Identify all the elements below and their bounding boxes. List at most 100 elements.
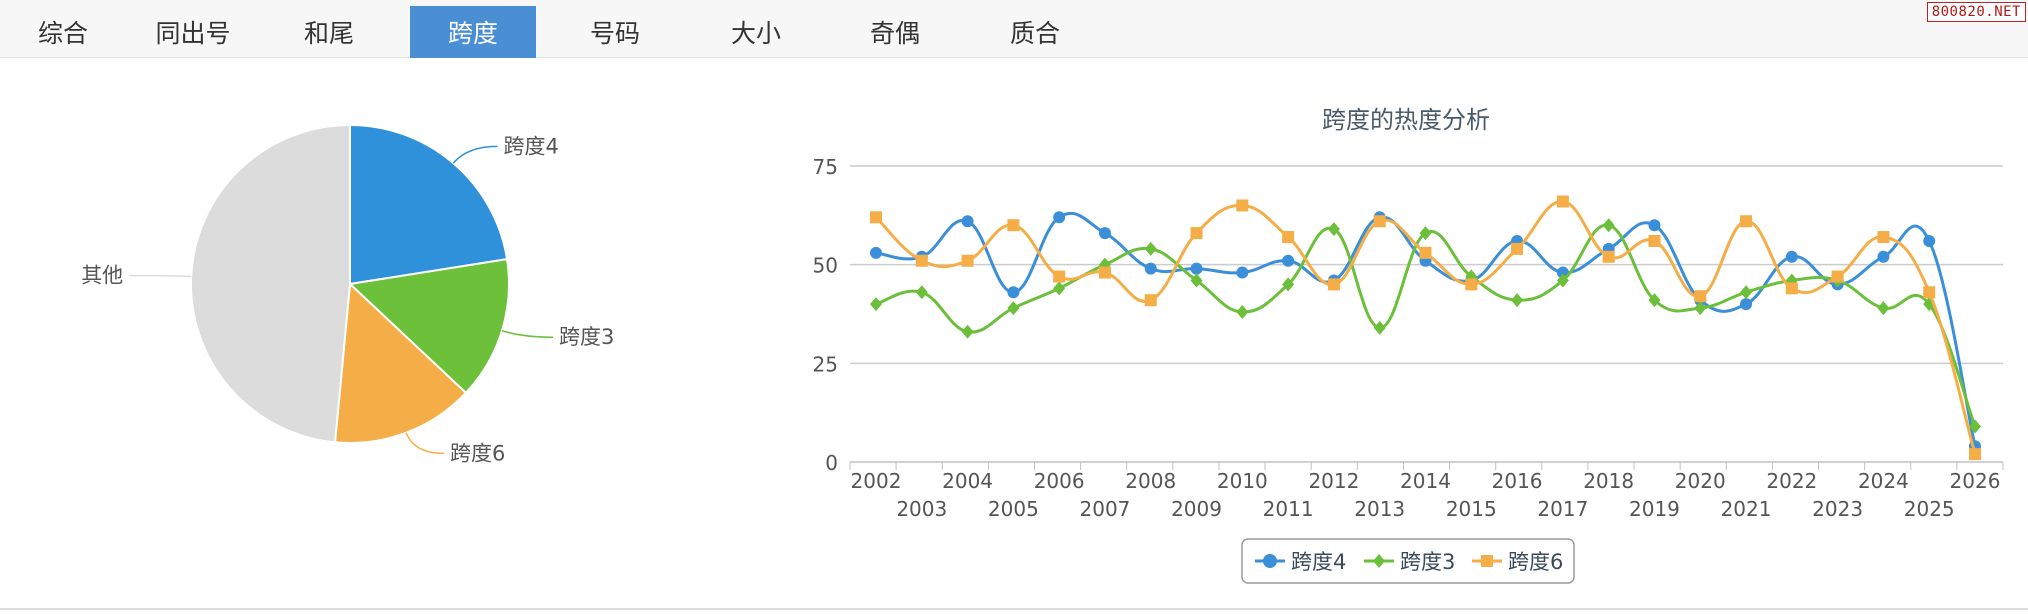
point-s1-15 xyxy=(1556,273,1569,288)
x-tick-label-4: 2006 xyxy=(1034,469,1085,493)
y-tick-label-0: 0 xyxy=(825,451,838,475)
pie-connector-1 xyxy=(501,330,553,338)
point-s0-0 xyxy=(870,246,882,259)
point-s2-6 xyxy=(1144,294,1157,307)
point-s2-8 xyxy=(1236,199,1249,212)
point-s2-23 xyxy=(1923,286,1936,299)
legend-marker-1 xyxy=(1373,554,1385,568)
point-s2-20 xyxy=(1785,282,1798,295)
point-s1-4 xyxy=(1053,281,1066,296)
pie-label-1: 跨度3 xyxy=(559,325,614,349)
tab-daxiao[interactable]: 大小 xyxy=(730,19,781,48)
y-tick-label-1: 25 xyxy=(813,352,838,376)
point-s0-7 xyxy=(1190,262,1203,275)
point-s2-5 xyxy=(1098,266,1111,279)
pie-connector-3 xyxy=(129,274,192,278)
pie-connector-0 xyxy=(452,145,498,164)
point-s2-19 xyxy=(1740,215,1753,228)
pie-label-0: 跨度4 xyxy=(504,134,559,158)
point-s2-12 xyxy=(1419,246,1432,259)
point-s2-2 xyxy=(961,254,974,267)
point-s2-17 xyxy=(1648,234,1661,247)
x-tick-label-11: 2013 xyxy=(1354,497,1405,521)
point-s1-22 xyxy=(1877,301,1890,316)
series-line-0 xyxy=(875,211,1977,447)
point-s0-23 xyxy=(1923,234,1936,247)
point-s1-6 xyxy=(1144,241,1157,256)
x-tick-label-16: 2018 xyxy=(1583,469,1634,493)
point-s0-6 xyxy=(1144,262,1157,275)
point-s2-13 xyxy=(1465,278,1478,291)
point-s0-17 xyxy=(1648,219,1661,232)
pie-slice-0 xyxy=(349,123,509,286)
pie-connector-2 xyxy=(405,432,444,455)
x-tick-label-0: 2002 xyxy=(851,469,902,493)
x-tick-label-22: 2024 xyxy=(1858,469,1909,493)
tab-tongchuhao[interactable]: 同出号 xyxy=(155,19,231,48)
chart-title: 跨度的热度分析 xyxy=(1322,106,1490,134)
tab-zonghe[interactable]: 综合 xyxy=(37,19,88,48)
point-s2-18 xyxy=(1694,290,1707,303)
point-s2-4 xyxy=(1053,270,1066,283)
y-tick-label-3: 75 xyxy=(813,155,838,179)
x-tick-label-14: 2016 xyxy=(1492,469,1543,493)
tab-haoma[interactable]: 号码 xyxy=(589,19,640,48)
tab-kuadu[interactable]: 跨度 xyxy=(410,6,536,58)
site-watermark: 800820.NET xyxy=(1926,2,2026,22)
pie-slice-3 xyxy=(190,123,351,444)
point-s2-11 xyxy=(1373,215,1386,228)
point-s0-3 xyxy=(1007,286,1020,299)
x-tick-label-8: 2010 xyxy=(1217,469,1268,493)
x-tick-label-19: 2021 xyxy=(1721,497,1772,521)
point-s1-2 xyxy=(961,324,974,339)
x-tick-label-13: 2015 xyxy=(1446,497,1497,521)
x-tick-label-20: 2022 xyxy=(1766,469,1817,493)
point-s1-8 xyxy=(1236,305,1249,320)
point-s1-12 xyxy=(1419,226,1432,241)
x-tick-label-17: 2019 xyxy=(1629,497,1680,521)
point-s1-7 xyxy=(1190,273,1203,288)
point-s1-9 xyxy=(1282,277,1295,292)
x-tick-label-9: 2011 xyxy=(1263,497,1314,521)
x-tick-label-12: 2014 xyxy=(1400,469,1451,493)
pie-label-3: 其他 xyxy=(81,263,123,287)
x-tick-label-3: 2005 xyxy=(988,497,1039,521)
point-s2-21 xyxy=(1831,270,1844,283)
tab-jiou[interactable]: 奇偶 xyxy=(869,19,920,48)
tab-hewei[interactable]: 和尾 xyxy=(303,19,354,48)
legend-label-2: 跨度6 xyxy=(1508,550,1563,574)
point-s0-9 xyxy=(1282,254,1295,267)
x-tick-label-5: 2007 xyxy=(1080,497,1131,521)
point-s0-5 xyxy=(1098,227,1111,240)
point-s0-2 xyxy=(961,215,974,228)
legend-box xyxy=(1241,538,1575,584)
point-s2-15 xyxy=(1556,195,1569,208)
point-s1-18 xyxy=(1694,301,1707,316)
legend-marker-0 xyxy=(1263,554,1277,568)
point-s1-16 xyxy=(1602,218,1615,233)
x-tick-label-1: 2003 xyxy=(896,497,947,521)
point-s0-20 xyxy=(1785,250,1798,263)
tab-zhihe[interactable]: 质合 xyxy=(1009,19,1060,48)
pie-chart: 跨度4 跨度3 跨度6 其他 xyxy=(81,123,614,465)
point-s0-4 xyxy=(1053,211,1066,224)
point-s1-17 xyxy=(1648,293,1661,308)
x-tick-label-15: 2017 xyxy=(1537,497,1588,521)
point-s1-14 xyxy=(1511,293,1524,308)
tab-bar: 综合 同出号 和尾 跨度 号码 大小 奇偶 质合 xyxy=(0,0,2028,58)
pie-slice-1 xyxy=(347,257,510,395)
point-s0-8 xyxy=(1236,266,1249,279)
point-s2-16 xyxy=(1602,250,1615,263)
pie-label-2: 跨度6 xyxy=(450,441,505,465)
point-s0-19 xyxy=(1740,298,1753,311)
x-tick-label-2: 2004 xyxy=(942,469,993,493)
x-tick-label-6: 2008 xyxy=(1125,469,1176,493)
point-s2-10 xyxy=(1327,278,1340,291)
point-s1-10 xyxy=(1327,222,1340,237)
x-tick-label-23: 2025 xyxy=(1904,497,1955,521)
x-tick-label-18: 2020 xyxy=(1675,469,1726,493)
legend-marker-2 xyxy=(1481,555,1493,567)
point-s2-9 xyxy=(1282,231,1295,244)
point-s1-19 xyxy=(1740,285,1753,300)
x-tick-label-21: 2023 xyxy=(1812,497,1863,521)
